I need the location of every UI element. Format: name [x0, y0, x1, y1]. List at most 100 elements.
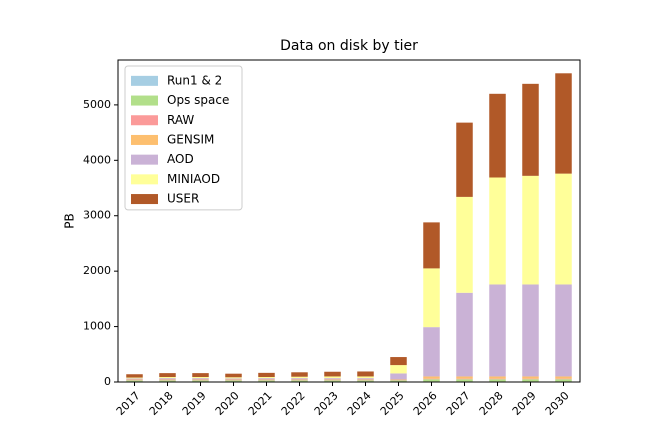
bar-segment [489, 376, 506, 378]
legend-label: Run1 & 2 [167, 73, 222, 87]
bar-segment [192, 373, 209, 377]
chart-title: Data on disk by tier [280, 38, 418, 54]
legend-swatch [131, 115, 158, 125]
legend-label: Ops space [167, 93, 229, 107]
x-tick-label: 2028 [477, 389, 506, 418]
bar-segment [225, 380, 242, 381]
bar-segment [126, 378, 143, 379]
x-tick-label: 2021 [246, 389, 275, 418]
bar-segment [159, 373, 176, 377]
bar-segment [324, 378, 341, 379]
bar-segment [192, 380, 209, 381]
legend-swatch [131, 96, 158, 106]
x-tick-label: 2017 [114, 389, 143, 418]
bar-segment [390, 380, 407, 381]
bar-segment [456, 379, 473, 380]
bar-segment [357, 380, 374, 381]
legend-swatch [131, 174, 158, 184]
legend-swatch [131, 76, 158, 86]
bar-segment [555, 284, 572, 376]
y-tick-label: 2000 [83, 264, 111, 277]
x-tick-label: 2020 [213, 389, 242, 418]
y-tick-label: 5000 [83, 98, 111, 111]
bar-segment [489, 284, 506, 376]
bar-segment [126, 378, 143, 379]
x-tick-label: 2027 [444, 389, 473, 418]
legend-swatch [131, 155, 158, 165]
bar-segment [159, 380, 176, 381]
bar-segment [291, 377, 308, 378]
x-tick-label: 2019 [180, 389, 209, 418]
bar-segment [423, 327, 440, 376]
bar-segment [390, 357, 407, 365]
bar-segment [555, 379, 572, 381]
bar-segment [357, 376, 374, 378]
legend-label: MINIAOD [167, 172, 220, 186]
bar-segment [522, 84, 539, 176]
y-tick-label: 1000 [83, 320, 111, 333]
y-axis-label: PB [63, 213, 77, 228]
bar-segment [258, 378, 275, 379]
bar-segment [423, 268, 440, 327]
bar-segment [159, 377, 176, 378]
bar-segment [291, 372, 308, 376]
bar-segment [555, 379, 572, 380]
x-tick-label: 2025 [378, 389, 407, 418]
bar-segment [225, 374, 242, 378]
x-tick-label: 2023 [312, 389, 341, 418]
bar-segment [456, 293, 473, 377]
bar-segment [258, 377, 275, 378]
legend-label: USER [167, 192, 199, 206]
bar-segment [390, 373, 407, 379]
y-tick-label: 0 [104, 375, 111, 388]
bar-segment [456, 123, 473, 197]
bar-segment [291, 380, 308, 381]
x-tick-label: 2026 [411, 389, 440, 418]
bar-segment [489, 379, 506, 381]
bar-segment [522, 376, 539, 378]
bar-segment [258, 380, 275, 381]
bar-segment [192, 380, 209, 381]
x-tick-label: 2022 [279, 389, 308, 418]
bar-segment [225, 380, 242, 381]
bar-segment [390, 365, 407, 373]
legend-swatch [131, 194, 158, 204]
bar-segment [126, 380, 143, 381]
bar-segment [225, 378, 242, 379]
legend-label: RAW [167, 113, 194, 127]
bar-segment [456, 379, 473, 381]
bar-segment [423, 376, 440, 378]
x-tick-label: 2029 [510, 389, 539, 418]
bar-segment [522, 284, 539, 376]
x-tick-label: 2030 [543, 389, 572, 418]
x-tick-label: 2024 [345, 389, 374, 418]
bar-segment [456, 376, 473, 378]
bar-segment [456, 197, 473, 293]
bar-segment [324, 372, 341, 377]
legend-label: GENSIM [167, 132, 214, 146]
bar-segment [159, 378, 176, 379]
bar-segment [258, 380, 275, 381]
bar-segment [423, 222, 440, 268]
bar-segment [423, 379, 440, 380]
bar-segment [357, 380, 374, 381]
bar-segment [423, 379, 440, 381]
bar-segment [357, 378, 374, 379]
bar-segment [324, 376, 341, 378]
bar-segment [489, 177, 506, 284]
y-tick-label: 4000 [83, 153, 111, 166]
bar-segment [225, 377, 242, 378]
bar-segment [192, 377, 209, 378]
bar-segment [159, 380, 176, 381]
bar-segment [555, 376, 572, 378]
bar-segment [258, 373, 275, 377]
x-tick-label: 2018 [147, 389, 176, 418]
bar-segment [555, 73, 572, 173]
bar-segment [522, 379, 539, 381]
bar-segment [291, 380, 308, 381]
bar-segment [192, 378, 209, 379]
legend-swatch [131, 135, 158, 145]
y-tick-label: 3000 [83, 209, 111, 222]
bar-segment [489, 94, 506, 178]
